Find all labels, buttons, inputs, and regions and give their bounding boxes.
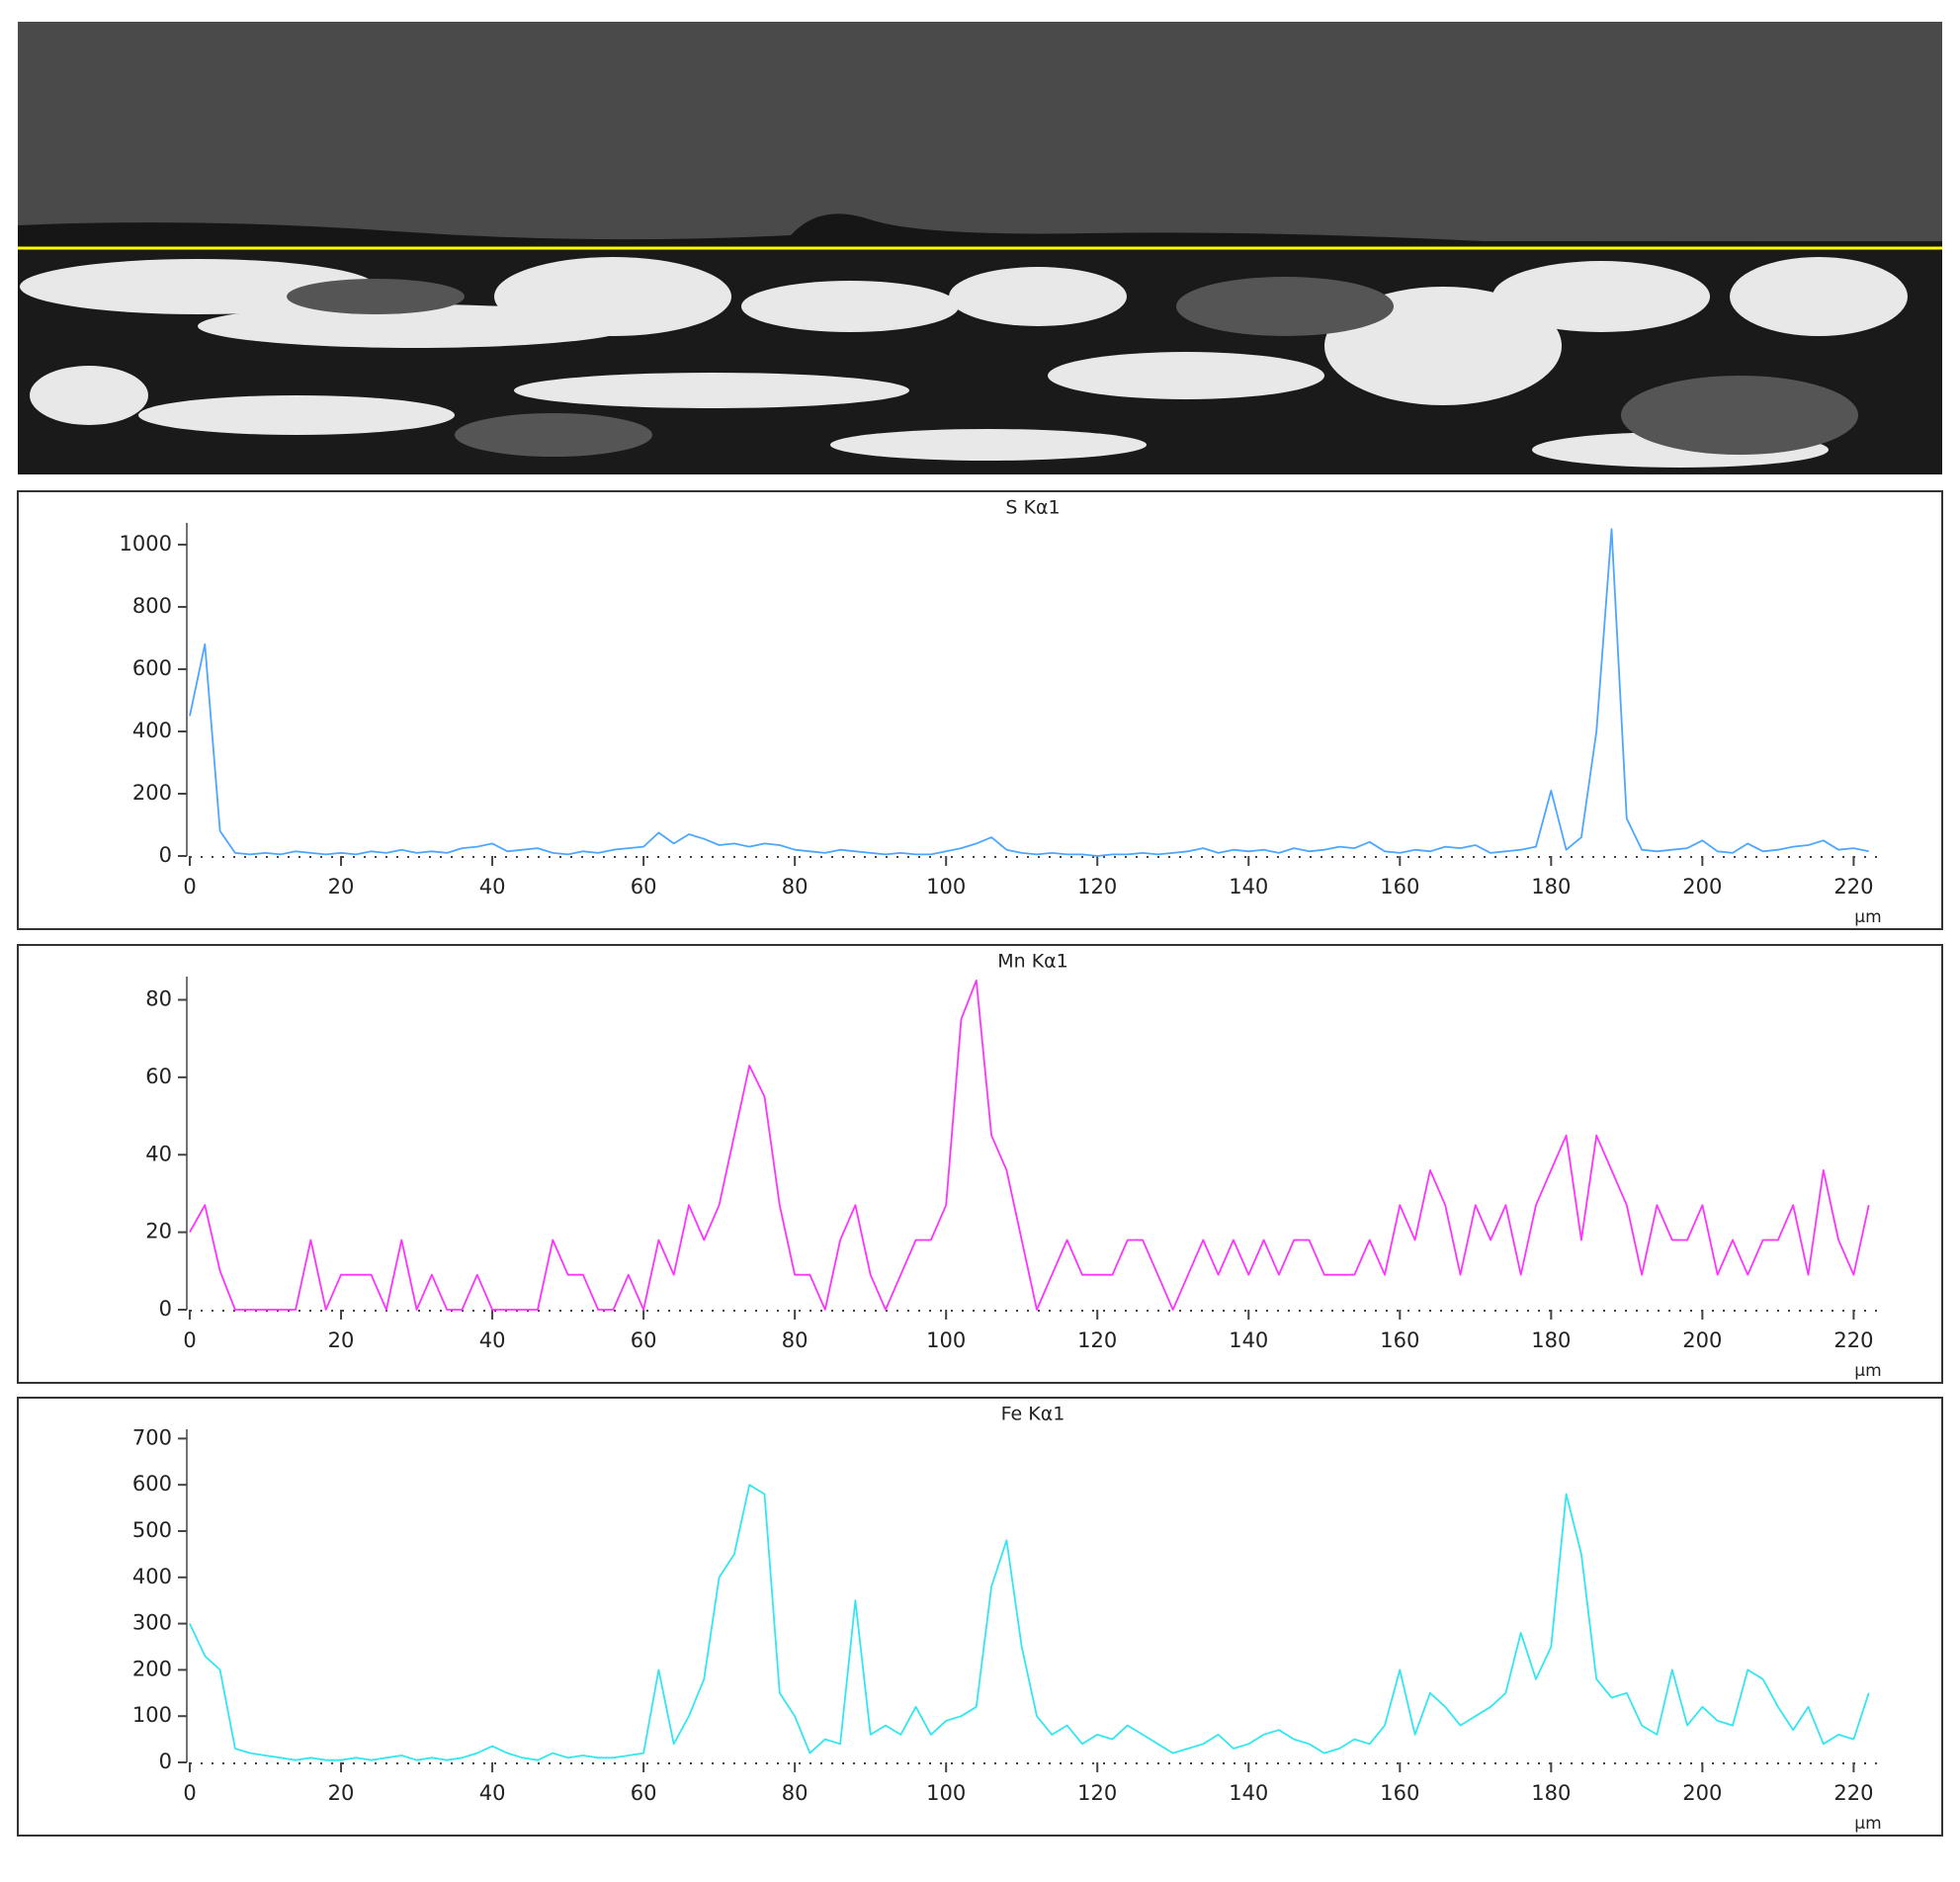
x-tick-label: 60	[631, 875, 657, 898]
y-tick-label: 700	[132, 1425, 172, 1449]
data-line	[189, 1484, 1870, 1761]
y-tick-label: 40	[145, 1142, 172, 1165]
y-tick-label: 600	[132, 656, 172, 680]
x-tick-label: 20	[328, 1328, 355, 1352]
x-tick-label: 0	[183, 1781, 196, 1805]
panel-frame	[17, 1397, 1943, 1837]
x-tick-label: 180	[1531, 1781, 1571, 1805]
chart-panel: Mn Kα1 0 20 40 60 80 0 20 40 60 80 100 120 140 160 180 2…	[17, 944, 1943, 1384]
x-tick-label: 40	[479, 1781, 506, 1805]
panel-frame	[17, 490, 1943, 930]
sem-image	[18, 22, 1942, 474]
x-tick-label: 80	[782, 1781, 809, 1805]
data-line	[189, 980, 1870, 1311]
x-tick-label: 120	[1077, 875, 1117, 898]
x-tick-label: 200	[1682, 1781, 1722, 1805]
y-tick-label: 0	[159, 1750, 172, 1773]
x-tick-label: 160	[1380, 1328, 1419, 1352]
x-tick-label: 60	[631, 1328, 657, 1352]
x-tick-label: 220	[1833, 875, 1873, 898]
x-tick-label: 100	[926, 875, 966, 898]
x-tick-label: 220	[1833, 1781, 1873, 1805]
x-tick-label: 220	[1833, 1328, 1873, 1352]
x-tick-label: 200	[1682, 875, 1722, 898]
y-tick-label: 400	[132, 719, 172, 742]
x-tick-label: 0	[183, 1328, 196, 1352]
y-tick-label: 600	[132, 1472, 172, 1496]
y-tick-label: 0	[159, 843, 172, 867]
x-tick-label: 40	[479, 875, 506, 898]
x-tick-label: 140	[1229, 875, 1268, 898]
x-tick-label: 20	[328, 1781, 355, 1805]
x-tick-label: 120	[1077, 1781, 1117, 1805]
sem-coating	[18, 22, 1942, 241]
x-tick-label: 160	[1380, 1781, 1419, 1805]
y-tick-label: 60	[145, 1065, 172, 1088]
x-axis-label: μm	[1854, 907, 1881, 927]
x-tick-label: 60	[631, 1781, 657, 1805]
x-tick-label: 80	[782, 1328, 809, 1352]
chart-title: Fe Kα1	[1001, 1404, 1065, 1425]
sem-interface	[18, 214, 1942, 249]
x-tick-label: 100	[926, 1328, 966, 1352]
x-tick-label: 20	[328, 875, 355, 898]
x-tick-label: 80	[782, 875, 809, 898]
y-tick-label: 300	[132, 1611, 172, 1635]
y-tick-label: 500	[132, 1518, 172, 1542]
x-axis-label: μm	[1854, 1361, 1881, 1381]
y-tick-label: 800	[132, 594, 172, 618]
y-tick-label: 1000	[120, 532, 172, 556]
x-tick-label: 140	[1229, 1328, 1268, 1352]
y-tick-label: 20	[145, 1220, 172, 1243]
y-tick-label: 200	[132, 1657, 172, 1680]
x-tick-label: 120	[1077, 1328, 1117, 1352]
x-tick-label: 40	[479, 1328, 506, 1352]
y-tick-label: 200	[132, 781, 172, 805]
chart-panel: Fe Kα1 0 100 200 300 400 500 600 700 0 20 40 60 80 100…	[17, 1397, 1943, 1837]
chart-panel: S Kα1 0 200 400 600 800 1000 0 20 40 60 80 100 120 140…	[17, 490, 1943, 930]
x-tick-label: 180	[1531, 1328, 1571, 1352]
y-tick-label: 100	[132, 1703, 172, 1727]
data-line	[189, 528, 1869, 857]
y-tick-label: 400	[132, 1565, 172, 1588]
x-tick-label: 140	[1229, 1781, 1268, 1805]
x-tick-label: 180	[1531, 875, 1571, 898]
y-tick-label: 80	[145, 987, 172, 1011]
x-tick-label: 160	[1380, 875, 1419, 898]
x-tick-label: 200	[1682, 1328, 1722, 1352]
chart-title: S Kα1	[1005, 497, 1060, 519]
x-axis-label: μm	[1854, 1814, 1881, 1834]
chart-title: Mn Kα1	[997, 951, 1068, 973]
y-tick-label: 0	[159, 1297, 172, 1321]
sem-shadow	[287, 277, 1858, 457]
x-tick-label: 0	[183, 875, 196, 898]
x-tick-label: 100	[926, 1781, 966, 1805]
